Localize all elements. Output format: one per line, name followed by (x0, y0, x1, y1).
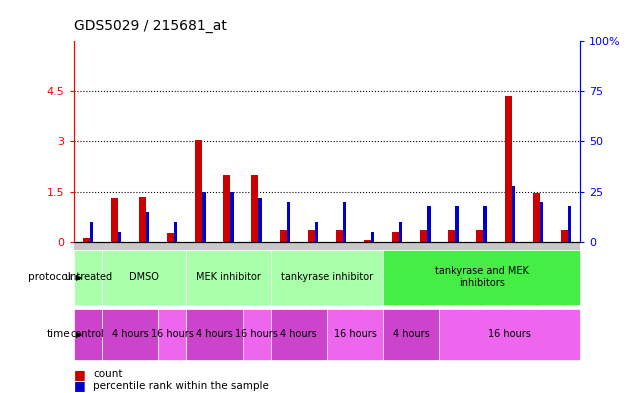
Bar (223, 175, 230, 242)
Text: 16 hours: 16 hours (333, 329, 376, 339)
Bar (512, 185, 515, 242)
Text: DMSO: DMSO (129, 272, 159, 282)
Bar (568, 206, 571, 242)
Bar (455, 206, 459, 242)
Text: MEK inhibitor: MEK inhibitor (196, 272, 261, 282)
Bar (533, 193, 540, 242)
Text: 16 hours: 16 hours (151, 329, 194, 339)
Bar (202, 191, 206, 242)
Bar (258, 198, 262, 242)
Bar (167, 233, 174, 242)
Text: time: time (47, 329, 71, 339)
Bar (279, 230, 287, 242)
Bar (315, 222, 318, 242)
Text: percentile rank within the sample: percentile rank within the sample (93, 381, 269, 391)
Bar (336, 230, 343, 242)
Bar (483, 206, 487, 242)
Text: ▶: ▶ (76, 273, 82, 281)
Text: ■: ■ (74, 367, 85, 381)
Bar (83, 238, 90, 242)
Bar (448, 230, 455, 242)
Text: ■: ■ (74, 379, 85, 393)
Bar (308, 230, 315, 242)
Bar (343, 202, 346, 242)
Bar (195, 140, 202, 242)
Bar (90, 222, 93, 242)
Bar (399, 222, 403, 242)
Text: protocol: protocol (28, 272, 71, 282)
Text: 4 hours: 4 hours (112, 329, 148, 339)
Text: tankyrase and MEK
inhibitors: tankyrase and MEK inhibitors (435, 266, 529, 288)
Bar (139, 196, 146, 242)
Text: 16 hours: 16 hours (488, 329, 531, 339)
Text: 4 hours: 4 hours (196, 329, 233, 339)
Bar (420, 230, 427, 242)
Bar (476, 230, 483, 242)
Bar (540, 202, 543, 242)
Bar (111, 198, 118, 242)
Text: untreated: untreated (63, 272, 112, 282)
Text: tankyrase inhibitor: tankyrase inhibitor (281, 272, 373, 282)
Text: control: control (71, 329, 104, 339)
Bar (364, 240, 371, 242)
Bar (371, 231, 374, 242)
Text: ▶: ▶ (76, 330, 82, 338)
Bar (146, 211, 149, 242)
Text: 16 hours: 16 hours (235, 329, 278, 339)
Bar (251, 175, 258, 242)
Bar (392, 232, 399, 242)
Bar (287, 202, 290, 242)
Bar (427, 206, 431, 242)
Text: count: count (93, 369, 122, 379)
Text: GDS5029 / 215681_at: GDS5029 / 215681_at (74, 19, 226, 33)
Bar (230, 191, 234, 242)
Text: 4 hours: 4 hours (393, 329, 429, 339)
Bar (118, 231, 121, 242)
Bar (504, 96, 512, 242)
Text: 4 hours: 4 hours (280, 329, 317, 339)
Bar (174, 222, 178, 242)
Bar (561, 230, 568, 242)
